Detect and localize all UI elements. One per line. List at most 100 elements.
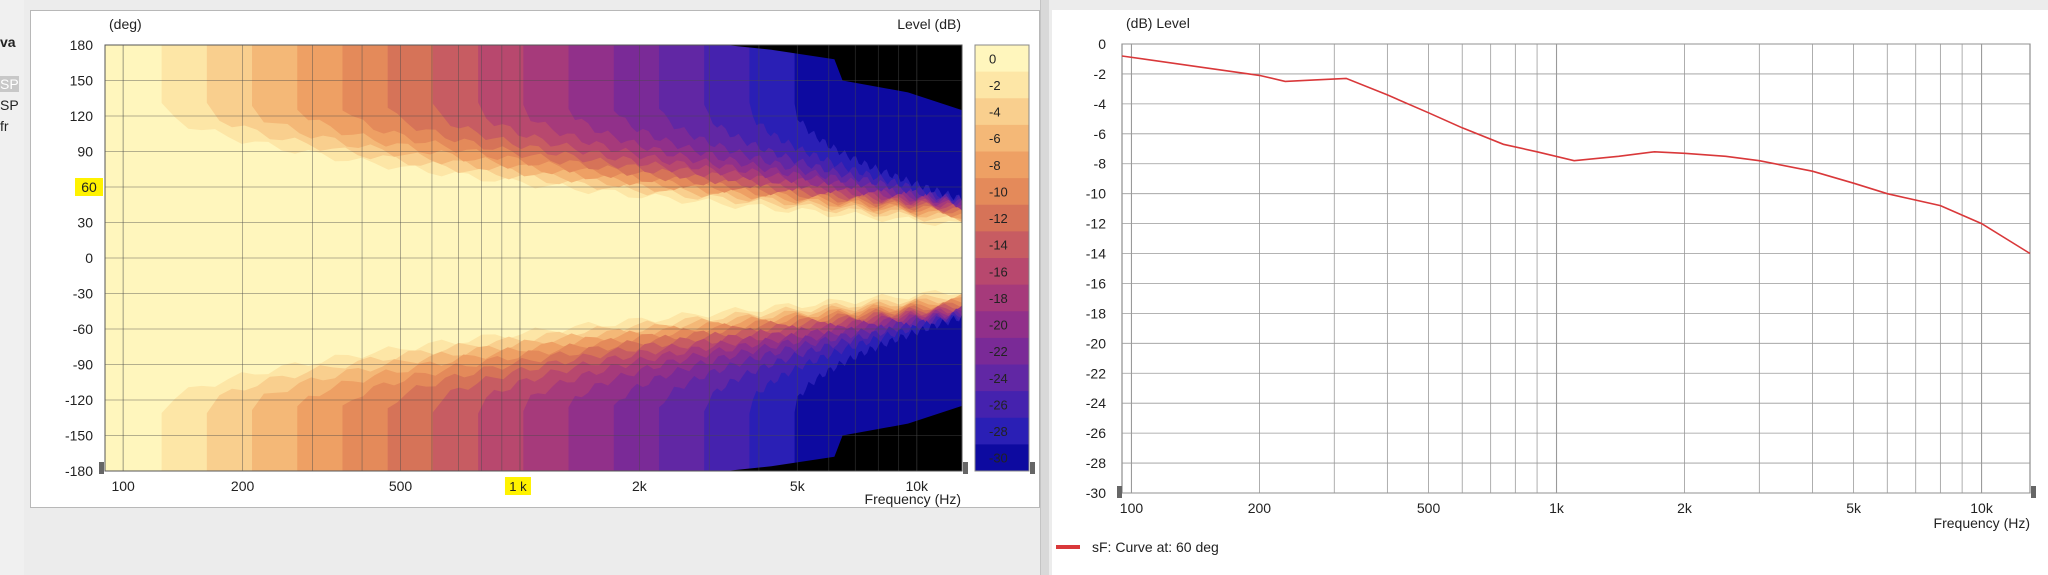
colorbar-swatch bbox=[975, 178, 1029, 206]
colorbar-swatch bbox=[975, 98, 1029, 126]
y-tick-label: -8 bbox=[1094, 156, 1107, 172]
colorbar-swatch bbox=[975, 364, 1029, 392]
scroll-handle-right bbox=[2031, 486, 2036, 498]
colorbar-level-label: -8 bbox=[989, 158, 1001, 173]
x-tick-label: 1k bbox=[1549, 500, 1565, 516]
y-tick-label: -12 bbox=[1086, 216, 1106, 232]
angle-cursor-label: 60 bbox=[81, 179, 97, 195]
colorbar-swatch bbox=[975, 258, 1029, 286]
colorbar-level-label: -10 bbox=[989, 184, 1008, 199]
response-curve-line bbox=[1121, 55, 2031, 255]
y-tick-label: 120 bbox=[70, 108, 94, 124]
y-tick-label: 180 bbox=[70, 37, 94, 53]
below-range-region-top bbox=[725, 45, 962, 111]
colorbar-swatch bbox=[975, 151, 1029, 179]
colorbar-swatch bbox=[975, 311, 1029, 339]
colorbar-level-label: -30 bbox=[989, 451, 1008, 466]
x-tick-label: 100 bbox=[111, 478, 135, 494]
colorbar-level-label: -20 bbox=[989, 318, 1008, 333]
colorbar-level-label: -16 bbox=[989, 264, 1008, 279]
scroll-handle-colorbar bbox=[1030, 462, 1035, 474]
frequency-cursor-label: 1 k bbox=[509, 479, 527, 494]
colorbar-level-label: -14 bbox=[989, 238, 1008, 253]
directivity-map-panel: 1801501209060300-30-60-90-120-150-180100… bbox=[30, 10, 1040, 508]
y-axis-label: (deg) bbox=[109, 16, 142, 32]
colorbar-level-label: -24 bbox=[989, 371, 1008, 386]
y-tick-label: 0 bbox=[85, 250, 93, 266]
below-range-region-bottom bbox=[725, 405, 962, 471]
x-tick-label: 10k bbox=[905, 478, 929, 494]
x-tick-label: 2k bbox=[632, 478, 648, 494]
sidebar-fragment: va bbox=[0, 34, 16, 50]
colorbar-swatch bbox=[975, 391, 1029, 419]
colorbar-level-label: -28 bbox=[989, 424, 1008, 439]
frequency-response-chart[interactable]: 0 -2 -4 -6 -8 -10 -12 -14 -16 -18 -20 -22 -24 -26 -28 -… bbox=[1052, 10, 2048, 575]
y-tick-label: -120 bbox=[65, 392, 93, 408]
colorbar-level-label: -6 bbox=[989, 131, 1001, 146]
x-tick-label: 5k bbox=[1846, 500, 1862, 516]
frequency-cursor-marker bbox=[504, 477, 531, 495]
y-tick-label: -28 bbox=[1086, 455, 1106, 471]
sidebar-fragment[interactable]: fr bbox=[0, 118, 9, 134]
y-tick-label: -30 bbox=[73, 286, 93, 302]
colorbar-swatch bbox=[975, 45, 1029, 73]
colorbar-level-label: -12 bbox=[989, 211, 1008, 226]
y-tick-label: -20 bbox=[1086, 335, 1106, 351]
y-tick-label: -180 bbox=[65, 463, 93, 479]
colorbar-swatch bbox=[975, 444, 1029, 472]
y-tick-label: 90 bbox=[77, 144, 93, 160]
y-tick-label: -10 bbox=[1086, 186, 1106, 202]
y-tick-label: 30 bbox=[77, 215, 93, 231]
colorbar-level-label: -2 bbox=[989, 78, 1001, 93]
colorbar-level-label: -26 bbox=[989, 397, 1008, 412]
colorbar-swatch bbox=[975, 337, 1029, 365]
x-tick-label: 100 bbox=[1120, 500, 1144, 516]
plot-background bbox=[1121, 43, 2031, 494]
y-tick-label: -30 bbox=[1086, 485, 1106, 501]
y-axis-label: (dB) Level bbox=[1126, 15, 1190, 31]
colorbar-level-label: -4 bbox=[989, 105, 1001, 120]
plot-border bbox=[104, 44, 963, 472]
scroll-handle-right bbox=[963, 462, 968, 474]
scroll-handle-left bbox=[99, 462, 104, 474]
y-tick-label: -22 bbox=[1086, 365, 1106, 381]
colorbar-border bbox=[974, 44, 1030, 472]
colorbar-swatch bbox=[975, 124, 1029, 152]
y-tick-label: -14 bbox=[1086, 246, 1106, 262]
y-tick-label: -60 bbox=[73, 321, 93, 337]
directivity-heatmap[interactable]: 1801501209060300-30-60-90-120-150-180100… bbox=[31, 11, 1039, 507]
y-tick-label: -26 bbox=[1086, 425, 1106, 441]
y-tick-label: 0 bbox=[1098, 36, 1106, 52]
x-tick-label: 5k bbox=[790, 478, 806, 494]
x-tick-label: 200 bbox=[1248, 500, 1272, 516]
colorbar-swatch bbox=[975, 231, 1029, 259]
colorbar-swatch bbox=[975, 71, 1029, 99]
y-tick-label: -2 bbox=[1094, 66, 1107, 82]
y-tick-label: -90 bbox=[73, 357, 93, 373]
colorbar-swatch bbox=[975, 204, 1029, 232]
sidebar-fragment[interactable]: SP bbox=[0, 97, 19, 113]
angle-cursor-marker bbox=[75, 178, 103, 196]
x-tick-label: 500 bbox=[389, 478, 413, 494]
colorbar-swatch bbox=[975, 284, 1029, 312]
colorbar-label: Level (dB) bbox=[897, 16, 961, 32]
x-tick-label: 10k bbox=[1970, 500, 1994, 516]
sidebar-strip: va SP SP fr bbox=[0, 0, 24, 575]
x-tick-label: 500 bbox=[1417, 500, 1441, 516]
x-tick-label: 2k bbox=[1677, 500, 1693, 516]
x-axis-label: Frequency (Hz) bbox=[1934, 515, 2030, 531]
sidebar-fragment[interactable]: SP bbox=[0, 76, 19, 92]
y-tick-label: -150 bbox=[65, 428, 93, 444]
colorbar-level-label: 0 bbox=[989, 51, 996, 66]
colorbar-level-label: -22 bbox=[989, 344, 1008, 359]
y-tick-label: 150 bbox=[70, 73, 94, 89]
y-tick-label: -6 bbox=[1094, 126, 1107, 142]
panel-splitter[interactable] bbox=[1040, 0, 1049, 575]
y-tick-label: -16 bbox=[1086, 275, 1106, 291]
colorbar-level-label: -18 bbox=[989, 291, 1008, 306]
colorbar-swatch bbox=[975, 417, 1029, 445]
x-tick-label: 200 bbox=[231, 478, 255, 494]
scroll-handle-left bbox=[1117, 486, 1122, 498]
x-axis-label: Frequency (Hz) bbox=[865, 491, 961, 507]
y-tick-label: -18 bbox=[1086, 305, 1106, 321]
